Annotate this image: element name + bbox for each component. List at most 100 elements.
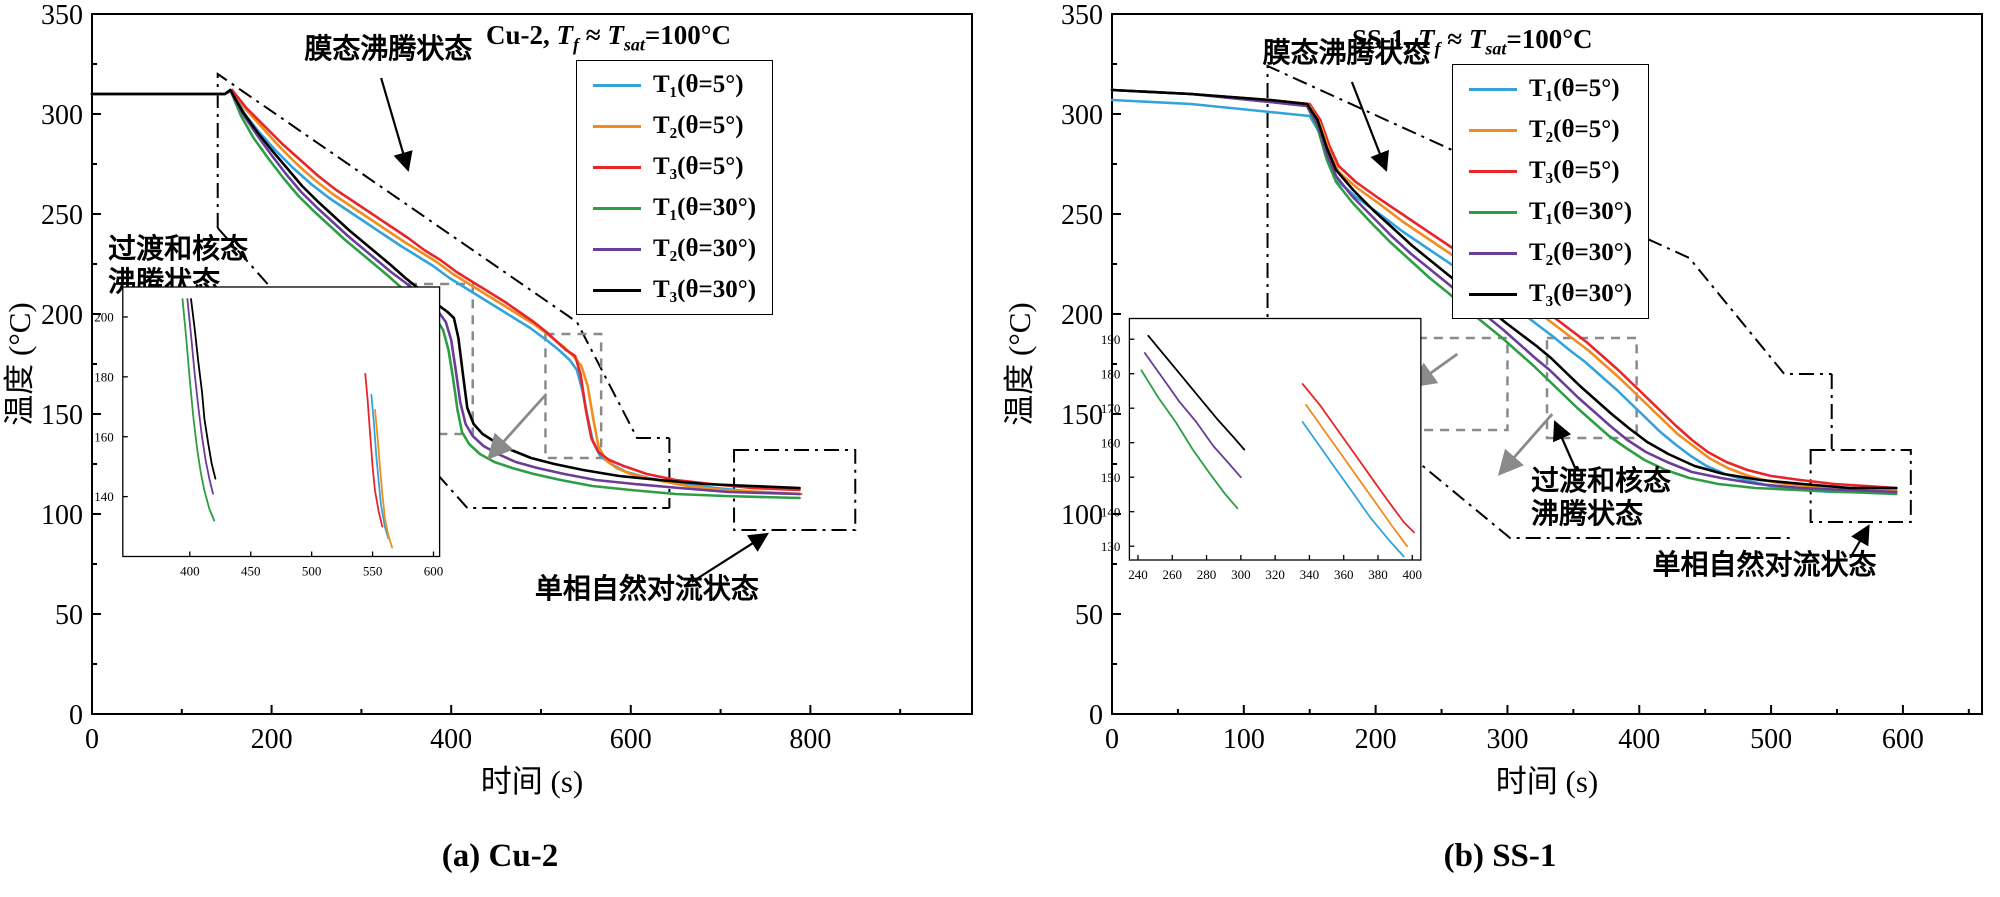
legend-swatch — [593, 247, 641, 251]
legend-label: T₁(θ=30°) — [653, 194, 757, 221]
x-axis-label: 时间 (s) — [1496, 764, 1598, 799]
y-tick-label: 300 — [1061, 100, 1103, 131]
legend-entry: T₂(θ=30°) — [593, 235, 756, 263]
x-tick-label: 600 — [424, 564, 444, 579]
y-tick-label: 250 — [1061, 200, 1103, 231]
x-tick-label: 600 — [610, 724, 652, 755]
x-tick-label: 300 — [1231, 567, 1251, 582]
caption-ss1: (b) SS-1 — [1443, 838, 1557, 874]
series-line-T1-5deg — [370, 393, 390, 540]
series-line-T2-30deg — [1143, 352, 1242, 479]
legend-swatch — [1469, 128, 1517, 132]
series-line-T2-30deg — [1110, 88, 1898, 494]
y-tick-label: 100 — [1061, 500, 1103, 531]
y-axis-label: 温度 (°C) — [1002, 302, 1037, 425]
legend-entry: T₃(θ=30°) — [593, 276, 756, 304]
panel-ss1: 0 100 200 300 400 500 600 0 50 100 150 200 250 300 350… — [1000, 0, 2000, 897]
legend-swatch — [1469, 169, 1517, 173]
x-tick-label: 300 — [1486, 724, 1528, 755]
y-tick-label: 140 — [1101, 504, 1121, 519]
legend-ss1: T₁(θ=5°) T₂(θ=5°) T₃(θ=5°) T₁(θ=30°) T₂(θ=30… — [1452, 64, 1650, 319]
legend-swatch — [593, 124, 641, 128]
chart-0-inset: 400 450 500 550 600 140 160 180 200 — [94, 286, 444, 579]
annotation-text: 膜态沸腾状态 — [1263, 37, 1431, 69]
x-tick-label: 320 — [1265, 567, 1285, 582]
chart-title-ss1: SS-1, Tf ≈ Tsat=100°C — [1352, 24, 1593, 59]
series-line-T1-5deg — [1301, 421, 1405, 558]
legend-entry: T₂(θ=30°) — [1469, 239, 1632, 267]
title-tsat-symbol: Tsat — [1468, 24, 1507, 59]
annotation-text: 过渡和核态 — [108, 233, 248, 265]
y-tick-label: 150 — [1101, 470, 1121, 485]
legend-swatch — [1469, 87, 1517, 91]
legend-entry: T₃(θ=5°) — [1469, 157, 1632, 185]
x-tick-label: 200 — [251, 724, 293, 755]
legend-swatch — [1469, 251, 1517, 255]
y-tick-label: 160 — [1101, 435, 1121, 450]
series-line-T3-5deg — [364, 372, 384, 528]
legend-swatch — [593, 206, 641, 210]
x-tick-label: 800 — [789, 724, 831, 755]
y-tick-label: 180 — [1101, 366, 1121, 381]
region-outline-dashdot — [1266, 64, 1832, 375]
annotation-text: 膜态沸腾状态 — [304, 33, 472, 65]
x-tick-label: 600 — [1882, 724, 1924, 755]
legend-cu2: T₁(θ=5°) T₂(θ=5°) T₃(θ=5°) T₁(θ=30°) T₂(θ=30… — [576, 60, 774, 315]
legend-entry: T₃(θ=30°) — [1469, 280, 1632, 308]
panel-cu2: 0 200 400 600 800 0 50 100 150 200 250 300 350 时间 (s)… — [2, 0, 973, 874]
x-tick-label: 200 — [1355, 724, 1397, 755]
x-tick-label: 340 — [1300, 567, 1320, 582]
x-tick-label: 500 — [1750, 724, 1792, 755]
annotation-arrow — [1553, 420, 1578, 471]
chart-title-cu2: Cu-2, Tf ≈ Tsat=100°C — [486, 20, 731, 55]
legend-entry: T₁(θ=5°) — [1469, 75, 1632, 103]
series-line-T3-5deg — [1110, 88, 1898, 490]
x-tick-label: 240 — [1128, 567, 1148, 582]
series-line-T2-30deg — [186, 298, 214, 495]
legend-entry: T₂(θ=5°) — [1469, 116, 1632, 144]
y-tick-label: 200 — [1061, 300, 1103, 331]
y-tick-label: 150 — [1061, 400, 1103, 431]
series-line-T3-30deg — [1147, 334, 1246, 451]
chart-cu2-svg: 0 200 400 600 800 0 50 100 150 200 250 300 350 时间 (s)… — [2, 0, 973, 799]
y-tick-label: 130 — [1101, 539, 1121, 554]
legend-swatch — [1469, 292, 1517, 296]
zoom-source-rect — [544, 332, 603, 460]
y-tick-label: 0 — [1089, 700, 1103, 731]
chart-1: 0 100 200 300 400 500 600 0 50 100 150 200 250 300 350… — [1002, 0, 1983, 799]
chart-1-inset: 240 260 280 300 320 340 360 380 400 130 140 150 160 1… — [1101, 317, 1422, 582]
series-line-T3-30deg — [1110, 88, 1898, 490]
y-axis-label: 温度 (°C) — [2, 302, 37, 425]
y-tick-label: 180 — [94, 369, 114, 384]
chart-ss1-svg: 0 100 200 300 400 500 600 0 50 100 150 200 250 300 350… — [1002, 0, 1983, 799]
x-tick-label: 360 — [1334, 567, 1354, 582]
legend-label: T₂(θ=5°) — [1529, 116, 1620, 143]
y-tick-label: 140 — [94, 489, 114, 504]
annotation-text: 过渡和核态 — [1531, 465, 1671, 497]
x-tick-label: 400 — [430, 724, 472, 755]
legend-label: T₁(θ=5°) — [653, 71, 744, 98]
y-tick-label: 50 — [55, 600, 83, 631]
annotation-text: 单相自然对流状态 — [535, 572, 759, 605]
y-tick-label: 100 — [41, 500, 83, 531]
x-tick-label: 260 — [1163, 567, 1183, 582]
series-line-T3-5deg — [90, 88, 801, 492]
legend-label: T₂(θ=30°) — [653, 235, 757, 262]
y-tick-label: 0 — [69, 700, 83, 731]
legend-swatch — [593, 83, 641, 87]
inset-background — [122, 287, 440, 557]
annotation-text: 单相自然对流状态 — [1652, 548, 1876, 581]
legend-entry: T₂(θ=5°) — [593, 112, 756, 140]
region-outline-dashdot — [216, 72, 670, 439]
y-tick-label: 170 — [1101, 401, 1121, 416]
series-line-T2-5deg — [90, 88, 803, 496]
caption-cu2: (a) Cu-2 — [441, 838, 559, 874]
title-t-symbol: Tf — [1418, 24, 1441, 59]
annotation-text: 沸腾状态 — [1531, 498, 1643, 530]
title-value: =100°C — [644, 20, 732, 50]
legend-label: T₃(θ=5°) — [1529, 157, 1620, 184]
inset-background — [1129, 318, 1421, 560]
y-tick-label: 250 — [41, 200, 83, 231]
title-sample: SS-1, — [1352, 24, 1419, 54]
